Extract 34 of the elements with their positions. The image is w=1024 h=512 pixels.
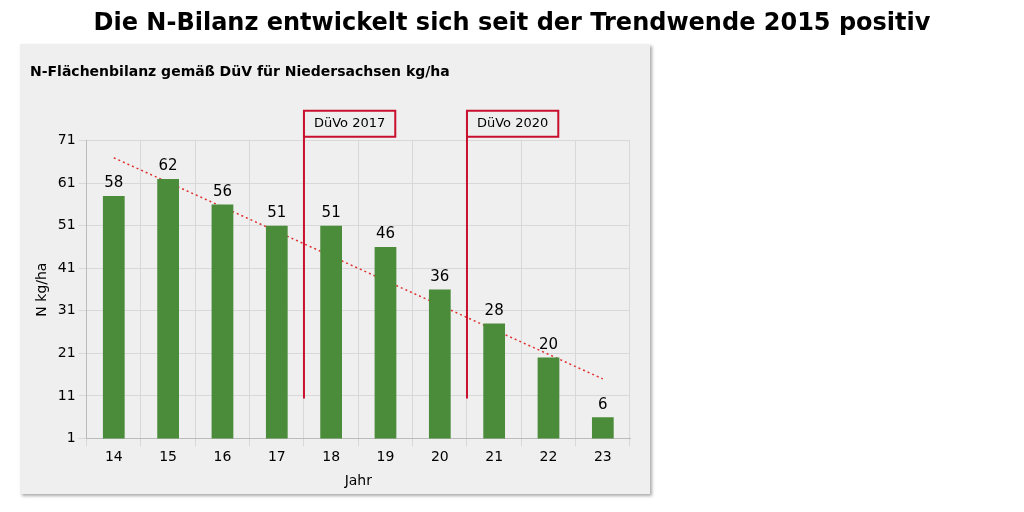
y-tick-label: 71 [57, 131, 76, 148]
data-label: 20 [538, 335, 559, 354]
y-tick-label: 11 [57, 386, 76, 403]
y-tick-label: 61 [57, 173, 76, 190]
data-label: 58 [104, 173, 124, 192]
x-tick-label: 19 [376, 448, 395, 465]
x-tick-label: 16 [213, 448, 232, 465]
y-tick-label: 51 [57, 216, 76, 233]
y-axis-title: N kg/ha [33, 262, 50, 317]
data-label: 28 [484, 301, 504, 319]
x-tick-label: 17 [267, 448, 286, 465]
data-label: 51 [321, 203, 341, 222]
y-tick-label: 1 [66, 429, 76, 446]
ref-line-label: DüVo 2017 [313, 115, 386, 131]
y-tick-label: 31 [57, 301, 76, 318]
x-tick-label: 21 [485, 448, 504, 465]
data-label: 62 [158, 156, 178, 175]
data-label: 56 [212, 181, 233, 200]
data-label: 51 [267, 203, 287, 222]
x-tick-label: 22 [539, 448, 558, 465]
x-tick-label: 14 [104, 448, 123, 465]
chart-subtitle: N-Flächenbilanz gemäß DüV für Niedersachsen kg/ha [30, 63, 450, 80]
x-tick-label: 23 [593, 448, 612, 465]
ref-line-label: DüVo 2020 [476, 115, 549, 131]
x-tick-label: 20 [430, 448, 449, 465]
y-tick-label: 41 [57, 258, 76, 275]
chart-title: Die N-Bilanz entwickelt sich seit der Trendwende 2015 positiv [92, 8, 932, 38]
x-tick-label: 18 [322, 448, 341, 465]
data-label: 36 [430, 266, 450, 285]
data-label: 46 [375, 224, 396, 243]
x-axis-title: Jahr [343, 472, 373, 489]
data-label: 6 [598, 394, 608, 413]
y-tick-label: 21 [57, 344, 76, 361]
x-tick-label: 15 [159, 448, 178, 465]
